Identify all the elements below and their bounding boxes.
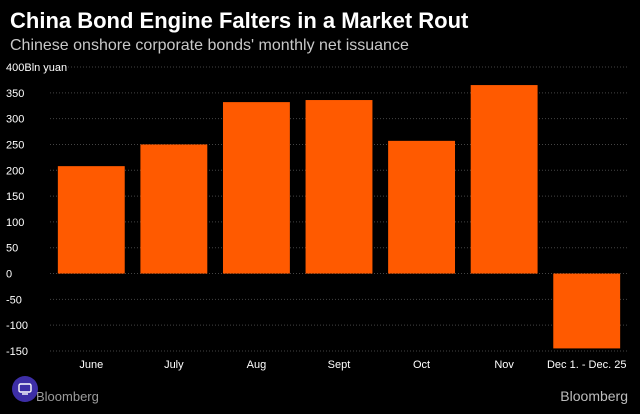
bar: [553, 273, 621, 349]
y-tick-label: -150: [6, 346, 28, 358]
y-tick-label: -100: [6, 320, 28, 332]
footer-source: Bloomberg: [36, 389, 99, 404]
bar: [388, 140, 456, 274]
bar: [222, 102, 290, 274]
bars: [57, 85, 621, 349]
y-tick-label: 150: [6, 191, 24, 203]
x-axis-ticks: June July Aug Sept Oct Nov Dec 1. - Dec. 25: [79, 359, 626, 371]
y-tick-label: 200: [6, 165, 24, 177]
y-tick-label: 100: [6, 217, 24, 229]
bar: [57, 166, 125, 274]
window-icon: [18, 383, 32, 395]
bar: [470, 85, 538, 274]
y-axis-ticks: -150 -100 -50 0 50 100 150 200 250 300 350 400Bln y…: [6, 62, 67, 358]
y-tick-label: 250: [6, 139, 24, 151]
y-tick-label: -50: [6, 294, 22, 306]
chart-subtitle: Chinese onshore corporate bonds' monthly…: [10, 37, 409, 54]
y-tick-label: 0: [6, 269, 12, 281]
footer-brand: Bloomberg: [560, 388, 628, 404]
y-tick-label: 350: [6, 88, 24, 100]
bar: [140, 144, 208, 274]
x-tick-label: Aug: [247, 359, 267, 371]
x-tick-label: Nov: [494, 359, 514, 371]
screen-icon[interactable]: [12, 376, 38, 402]
y-tick-label: 50: [6, 243, 18, 255]
y-tick-label: 300: [6, 114, 24, 126]
x-tick-label: Dec 1. - Dec. 25: [547, 359, 626, 371]
x-tick-label: June: [79, 359, 103, 371]
chart-title: China Bond Engine Falters in a Market Ro…: [10, 8, 469, 33]
x-tick-label: Sept: [328, 359, 351, 371]
x-tick-label: Oct: [413, 359, 430, 371]
x-tick-label: July: [164, 359, 184, 371]
bar: [305, 100, 373, 274]
y-tick-label: 400Bln yuan: [6, 62, 67, 74]
